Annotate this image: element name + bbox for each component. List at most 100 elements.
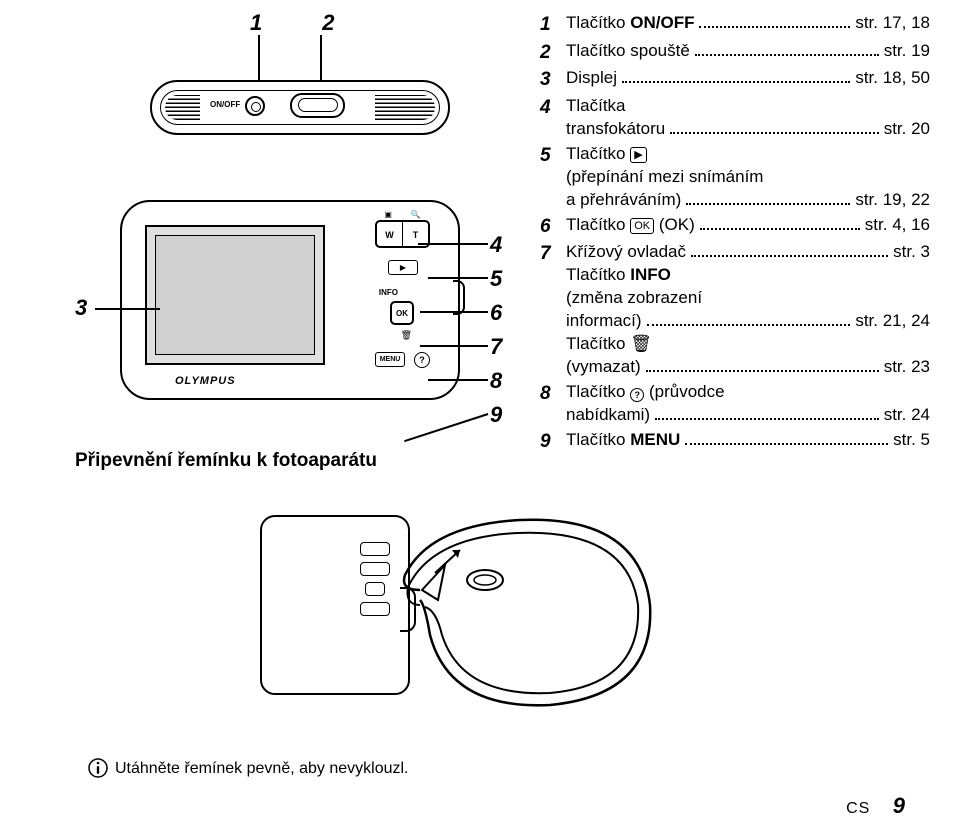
- legend-pageref: str. 18, 50: [855, 67, 930, 90]
- legend-dots: [695, 40, 879, 55]
- legend-dots: [686, 189, 850, 204]
- legend-pageref: str. 19, 22: [855, 189, 930, 212]
- legend-number: 9: [540, 429, 566, 455]
- parts-legend: 1Tlačítko ON/OFF str. 17, 18 2Tlačítko spo…: [540, 12, 930, 456]
- legend-line: (přepínání mezi snímáním: [566, 166, 930, 189]
- strap-illustration: [390, 495, 690, 735]
- strap-loop: [453, 280, 465, 315]
- legend-pageref: str. 20: [884, 118, 930, 141]
- legend-line: informací) str. 21, 24: [566, 310, 930, 333]
- callout-1: 1: [250, 10, 262, 36]
- legend-pageref: str. 21, 24: [855, 310, 930, 333]
- playback-button-icon: ▶: [388, 260, 418, 275]
- leader-line-4: [418, 243, 488, 245]
- legend-number: 4: [540, 95, 566, 141]
- legend-pageref: str. 19: [884, 40, 930, 63]
- shutter-button-inner: [298, 98, 338, 112]
- legend-item: 8Tlačítko ? (průvodcenabídkami)str. 24: [540, 381, 930, 427]
- legend-dots: [699, 13, 850, 28]
- legend-dots: [622, 68, 850, 83]
- legend-body: Tlačítko ON/OFF str. 17, 18: [566, 12, 930, 38]
- legend-dots: [670, 119, 878, 134]
- camera-top-view-diagram: ON/OFF: [150, 60, 450, 160]
- legend-label: Tlačítko ▶: [566, 143, 647, 166]
- callout-3: 3: [75, 295, 87, 321]
- page-footer: CS 9: [846, 793, 905, 819]
- legend-line: Křížový ovladačstr. 3: [566, 241, 930, 264]
- legend-body: Tlačítkatransfokátoru str. 20: [566, 95, 930, 141]
- legend-label: Tlačítko ON/OFF: [566, 12, 694, 35]
- camera-edge-buttons: [360, 542, 390, 622]
- legend-label: Tlačítko 🗑: [566, 333, 652, 356]
- legend-item: 5Tlačítko ▶(přepínání mezi snímáníma pře…: [540, 143, 930, 212]
- legend-line: Tlačítka: [566, 95, 930, 118]
- legend-label: transfokátoru: [566, 118, 665, 141]
- grip-hatch-left: [165, 95, 200, 120]
- zoom-icons: ▣🔍: [375, 210, 430, 219]
- legend-label: nabídkami): [566, 404, 650, 427]
- legend-dots: [700, 214, 860, 229]
- legend-item: 1Tlačítko ON/OFF str. 17, 18: [540, 12, 930, 38]
- legend-line: transfokátoru str. 20: [566, 118, 930, 141]
- trash-icon: 🗑: [401, 330, 412, 341]
- legend-label: (změna zobrazení: [566, 287, 702, 310]
- legend-line: Tlačítko ON/OFF str. 17, 18: [566, 12, 930, 35]
- legend-item: 4Tlačítkatransfokátoru str. 20: [540, 95, 930, 141]
- leader-line-6: [420, 311, 488, 313]
- top-callout-numbers: 1 2: [250, 10, 335, 36]
- legend-dots: [646, 357, 879, 372]
- help-button-icon: ?: [414, 352, 430, 368]
- legend-line: (vymazat)str. 23: [566, 356, 930, 379]
- legend-line: (změna zobrazení: [566, 287, 930, 310]
- strap-attachment-diagram: [260, 495, 690, 735]
- legend-number: 3: [540, 67, 566, 93]
- legend-dots: [655, 405, 879, 420]
- legend-body: Tlačítko spouště str. 19: [566, 40, 930, 66]
- legend-label: Displej: [566, 67, 617, 90]
- callout-7: 7: [490, 334, 502, 368]
- callout-8: 8: [490, 368, 502, 402]
- legend-body: Tlačítko MENU str. 5: [566, 429, 930, 455]
- callout-5: 5: [490, 266, 502, 300]
- legend-label: Tlačítko INFO: [566, 264, 671, 287]
- legend-number: 2: [540, 40, 566, 66]
- legend-label: Tlačítko OK (OK): [566, 214, 695, 237]
- legend-line: Tlačítko OK (OK) str. 4, 16: [566, 214, 930, 237]
- legend-pageref: str. 23: [884, 356, 930, 379]
- callout-9: 9: [490, 402, 502, 436]
- caution-icon: [88, 758, 108, 778]
- legend-pageref: str. 17, 18: [855, 12, 930, 35]
- legend-number: 1: [540, 12, 566, 38]
- camera-back-view-diagram: OLYMPUS ▣🔍 W T ▶ INFO OK 🗑 MENU ?: [120, 200, 460, 410]
- legend-line: Displej str. 18, 50: [566, 67, 930, 90]
- legend-item: 2Tlačítko spouště str. 19: [540, 40, 930, 66]
- legend-number: 7: [540, 241, 566, 379]
- legend-line: Tlačítko INFO: [566, 264, 930, 287]
- leader-line-3: [95, 308, 160, 310]
- legend-label: Křížový ovladač: [566, 241, 686, 264]
- legend-label: Tlačítko spouště: [566, 40, 690, 63]
- legend-line: Tlačítko MENU str. 5: [566, 429, 930, 452]
- legend-body: Tlačítko ? (průvodcenabídkami)str. 24: [566, 381, 930, 427]
- legend-dots: [647, 311, 851, 326]
- right-callout-numbers: 4 5 6 7 8 9: [490, 232, 502, 436]
- legend-pageref: str. 4, 16: [865, 214, 930, 237]
- legend-label: Tlačítko MENU: [566, 429, 680, 452]
- ok-button-icon: OK: [390, 301, 414, 325]
- legend-pageref: str. 24: [884, 404, 930, 427]
- leader-line-5: [428, 277, 488, 279]
- legend-line: a přehráváním) str. 19, 22: [566, 189, 930, 212]
- page-number: 9: [893, 793, 905, 818]
- legend-line: nabídkami) str. 24: [566, 404, 930, 427]
- legend-item: 6Tlačítko OK (OK)str. 4, 16: [540, 214, 930, 240]
- leader-line-8: [428, 379, 488, 381]
- legend-line: Tlačítko spouště str. 19: [566, 40, 930, 63]
- legend-label: informací): [566, 310, 642, 333]
- brand-label: OLYMPUS: [175, 375, 236, 387]
- onoff-label: ON/OFF: [210, 100, 240, 109]
- legend-number: 8: [540, 381, 566, 427]
- legend-label: a přehráváním): [566, 189, 681, 212]
- legend-pageref: str. 5: [893, 429, 930, 452]
- zoom-wide-label: W: [377, 222, 403, 246]
- legend-item: 3Displej str. 18, 50: [540, 67, 930, 93]
